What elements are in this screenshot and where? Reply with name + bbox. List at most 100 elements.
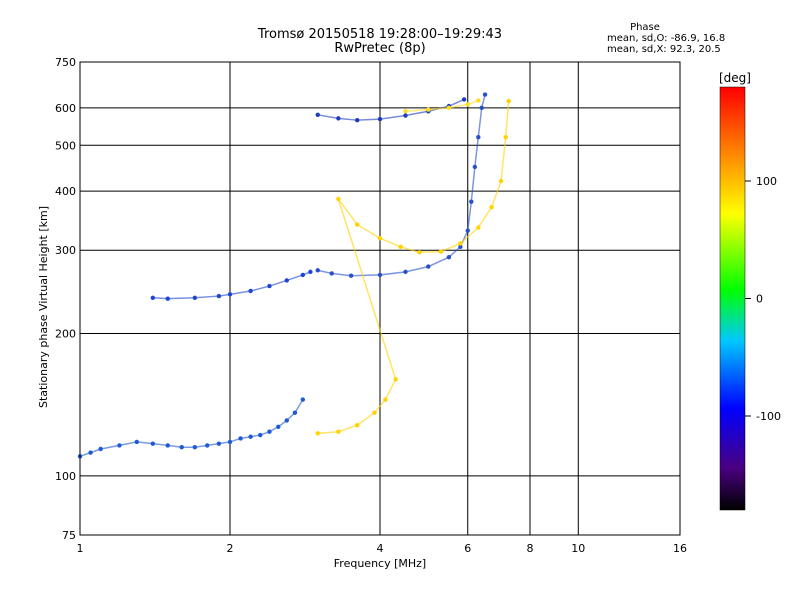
- data-point: [258, 432, 263, 438]
- x-axis-label: Frequency [MHz]: [334, 557, 426, 570]
- y-tick-label: 100: [55, 470, 76, 483]
- phase-stats-title: Phase: [630, 22, 660, 33]
- data-point: [506, 98, 511, 104]
- trace-line: [317, 98, 465, 121]
- y-tick-label: 75: [62, 529, 76, 542]
- data-point: [503, 135, 508, 140]
- data-point: [417, 250, 422, 255]
- data-point: [248, 288, 253, 294]
- x-tick-label: 6: [464, 542, 471, 555]
- data-point: [377, 116, 383, 122]
- data-point: [216, 441, 222, 446]
- data-point: [336, 116, 341, 121]
- data-point: [354, 422, 360, 428]
- data-point: [403, 113, 408, 118]
- data-point: [482, 92, 488, 97]
- data-point: [403, 109, 408, 114]
- data-point: [398, 244, 403, 250]
- data-point: [372, 410, 377, 415]
- data-point: [336, 196, 341, 202]
- data-point: [204, 443, 210, 448]
- x-tick-label: 2: [227, 542, 234, 555]
- chart-subtitle: RwPretec (8p): [334, 41, 426, 56]
- data-point: [354, 117, 360, 123]
- data-point: [479, 105, 484, 111]
- data-point: [315, 431, 320, 436]
- data-point: [267, 283, 272, 289]
- data-point: [438, 249, 444, 254]
- data-point: [134, 439, 139, 445]
- data-point: [179, 444, 184, 450]
- data-point: [469, 199, 474, 204]
- x-axis-ticks: 1 2 4 6 8 10 16: [77, 542, 688, 555]
- data-point: [426, 264, 431, 269]
- data-point: [458, 244, 463, 250]
- colorbar-label: [deg]: [719, 71, 751, 85]
- y-tick-label: 750: [55, 56, 76, 69]
- data-point: [238, 436, 243, 441]
- data-point: [192, 295, 198, 300]
- data-point: [88, 450, 93, 455]
- data-point: [300, 272, 306, 278]
- data-point: [308, 269, 313, 275]
- data-point: [383, 397, 388, 402]
- data-points: [77, 92, 511, 459]
- colorbar-tick-label: -100: [756, 410, 781, 423]
- data-point: [472, 164, 478, 170]
- data-point: [465, 228, 470, 233]
- data-point: [354, 222, 360, 227]
- data-point: [426, 107, 431, 112]
- data-point: [489, 204, 494, 210]
- data-point: [476, 98, 481, 103]
- trace-line: [152, 271, 311, 300]
- trace-line: [317, 101, 510, 435]
- data-point: [276, 424, 281, 430]
- y-axis-label: Stationary phase Virtual Height [km]: [37, 206, 50, 408]
- y-tick-label: 500: [55, 139, 76, 152]
- colorbar-tick-label: 100: [756, 175, 777, 188]
- colorbar: [deg] 100 0 -100: [719, 71, 781, 511]
- data-point: [498, 178, 504, 184]
- data-point: [465, 102, 470, 107]
- data-point: [329, 271, 334, 276]
- data-point: [117, 443, 122, 448]
- data-point: [336, 429, 341, 434]
- data-point: [284, 278, 289, 283]
- data-point: [267, 429, 272, 434]
- x-tick-label: 1: [77, 542, 84, 555]
- data-point: [393, 377, 398, 382]
- trace-line: [317, 94, 486, 277]
- data-point: [476, 225, 481, 230]
- y-tick-label: 400: [55, 185, 76, 198]
- data-point: [150, 295, 156, 300]
- trace-line: [79, 399, 304, 458]
- data-point: [227, 292, 233, 297]
- x-tick-label: 4: [377, 542, 384, 555]
- data-point: [216, 293, 222, 299]
- data-point: [165, 443, 170, 448]
- y-tick-label: 200: [55, 328, 76, 341]
- phase-stats-x: mean, sd,X: 92.3, 20.5: [607, 44, 721, 55]
- data-point: [165, 296, 170, 301]
- phase-stats-o: mean, sd,O: -86.9, 16.8: [607, 33, 726, 44]
- data-point: [476, 135, 481, 140]
- data-point: [461, 97, 467, 102]
- y-axis-ticks: 75 100 200 300 400 500 600 750: [55, 56, 76, 542]
- data-point: [227, 439, 233, 445]
- y-tick-label: 300: [55, 244, 76, 257]
- y-tick-label: 600: [55, 102, 76, 115]
- data-point: [292, 410, 298, 415]
- x-tick-label: 16: [673, 542, 687, 555]
- data-point: [348, 273, 354, 278]
- plot-frame: [79, 61, 681, 536]
- data-point: [315, 112, 320, 118]
- data-point: [446, 254, 452, 260]
- data-point: [284, 418, 289, 423]
- data-point: [192, 444, 198, 450]
- colorbar-ticks: 100 0 -100: [745, 175, 781, 423]
- data-point: [248, 434, 253, 439]
- colorbar-gradient: [719, 86, 746, 511]
- x-tick-label: 8: [527, 542, 534, 555]
- chart-title: Tromsø 20150518 19:28:00–19:29:43: [257, 27, 503, 42]
